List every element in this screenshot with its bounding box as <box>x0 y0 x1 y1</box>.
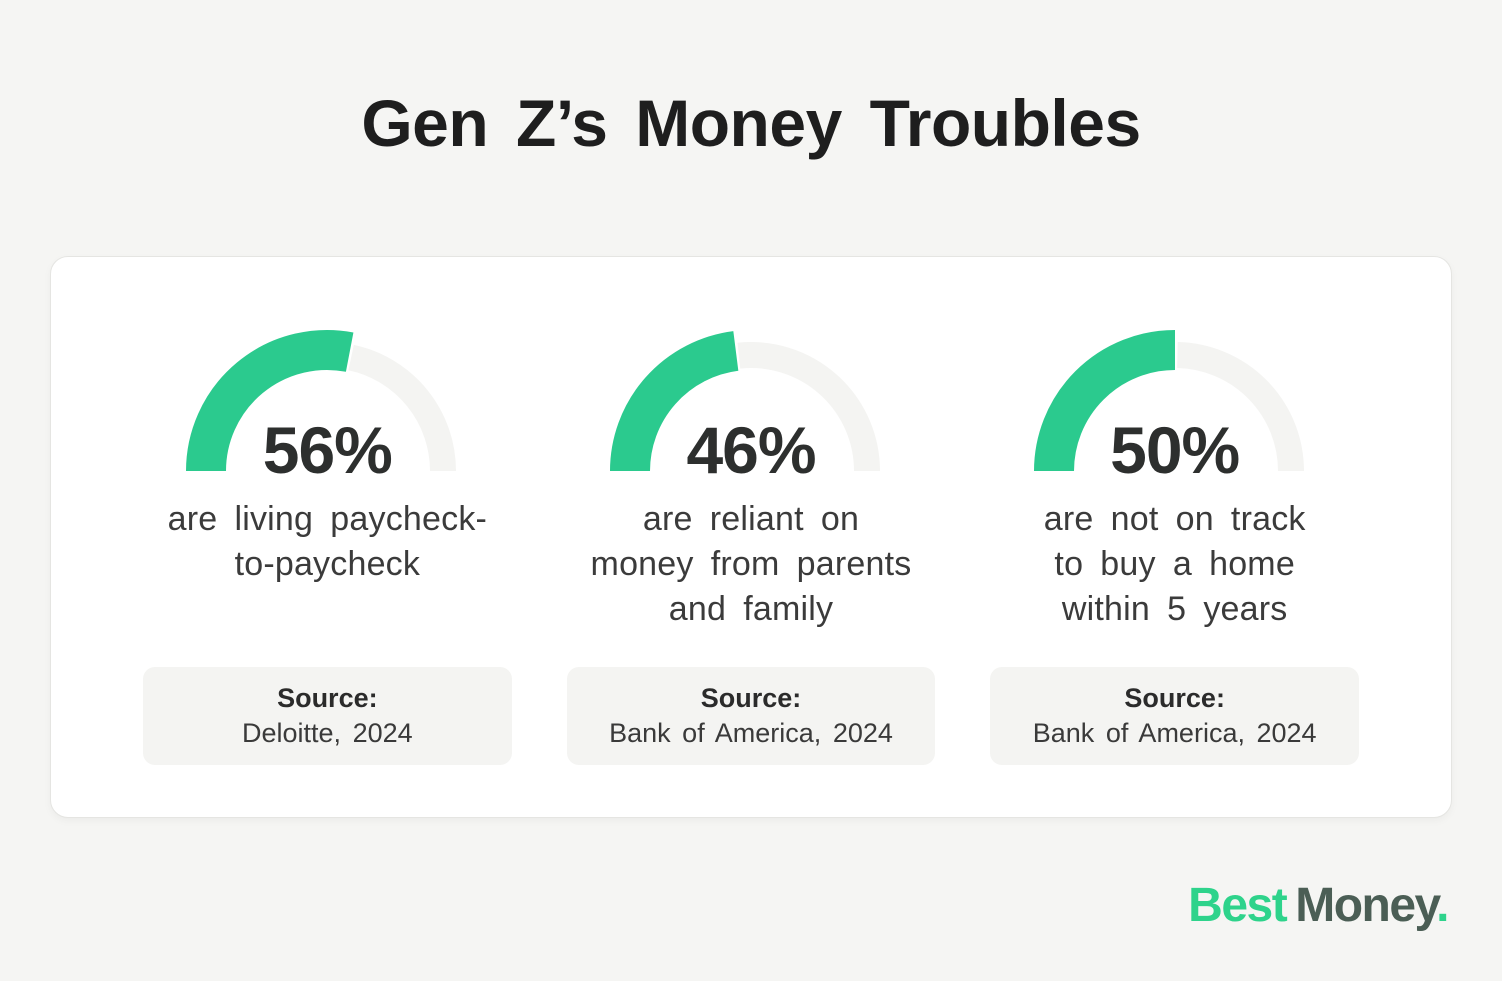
stat-percent: 46% <box>686 413 816 487</box>
source-label: Source: <box>700 683 802 713</box>
gauge-track <box>1176 342 1304 472</box>
gauge-arc-icon <box>186 330 457 472</box>
source-value: Deloitte, 2024 <box>242 718 413 748</box>
source-label: Source: <box>277 683 378 713</box>
logo-period: . <box>1436 879 1449 932</box>
source-box: Source: Bank of America, 2024 <box>566 667 936 765</box>
bestmoney-logo: Best Money. <box>1188 879 1449 932</box>
source-label: Source: <box>1124 683 1225 713</box>
gauge-chart: 56% <box>182 323 472 483</box>
gauge-arc-icon <box>610 331 880 472</box>
logo-money-text: Money <box>1295 879 1437 932</box>
source-value: Bank of America, 2024 <box>1032 718 1317 748</box>
page-title: Gen Z’s Money Troubles <box>361 86 1141 160</box>
gauge-track <box>348 344 457 472</box>
stat-description: are living paycheck- to-paycheck <box>167 500 488 583</box>
stat-column-home: 50% are not on track to buy a home withi… <box>990 323 1360 765</box>
source-value: Bank of America, 2024 <box>609 718 893 748</box>
gauge-progress <box>186 330 354 472</box>
stat-column-paycheck: 56% are living paycheck- to-paycheck Sou… <box>143 323 512 765</box>
stat-column-parents: 46% are reliant on money from parents an… <box>566 323 936 765</box>
source-box: Source: Deloitte, 2024 <box>143 667 512 765</box>
gauge-progress <box>1033 330 1176 472</box>
stat-percent: 56% <box>262 413 393 487</box>
gauge-chart: 50% <box>1030 323 1320 483</box>
gauge-chart: 46% <box>606 323 896 483</box>
source-box: Source: Bank of America, 2024 <box>990 667 1360 765</box>
stat-percent: 50% <box>1110 413 1240 487</box>
gauge-progress <box>610 331 739 472</box>
gauge-track <box>737 342 880 472</box>
page-footer: Best Money. <box>0 882 1502 930</box>
stat-description: are reliant on money from parents and fa… <box>590 500 912 628</box>
gauge-arc-icon <box>1033 330 1304 472</box>
stat-description: are not on track to buy a home within 5 … <box>1043 500 1306 628</box>
logo-best-text: Best <box>1188 879 1288 932</box>
stats-card: 56% are living paycheck- to-paycheck Sou… <box>50 256 1452 818</box>
